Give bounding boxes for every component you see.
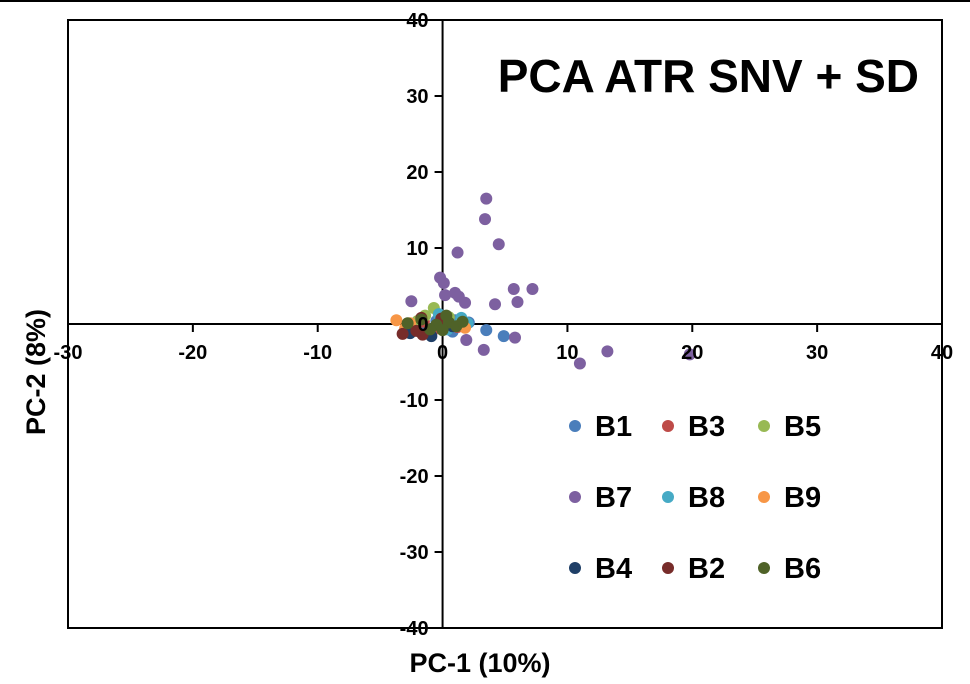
legend-marker <box>758 562 770 574</box>
x-tick-label: -10 <box>303 342 332 364</box>
y-tick-label: 0 <box>417 314 428 336</box>
y-axis-title: PC-2 (8%) <box>21 309 51 435</box>
points-layer <box>390 192 696 370</box>
x-tick-label: -30 <box>54 342 83 364</box>
legend-item-b8: B8 <box>662 482 725 514</box>
legend-label: B2 <box>688 553 725 585</box>
data-point <box>492 238 505 251</box>
legend-label: B4 <box>595 553 632 585</box>
legend-item-b6: B6 <box>758 553 821 585</box>
legend-marker <box>662 491 674 503</box>
y-tick-label: 30 <box>406 86 428 108</box>
legend-label: B8 <box>688 482 725 514</box>
data-point <box>401 317 414 330</box>
legend-item-b7: B7 <box>569 482 632 514</box>
data-point <box>601 345 614 358</box>
data-point <box>436 324 449 337</box>
x-tick-label: 10 <box>556 342 578 364</box>
legend-item-b1: B1 <box>569 411 632 443</box>
y-tick-label: -40 <box>400 618 429 640</box>
legend: B1 B3 B5 B7 B8 B9 B4 B2 B6 <box>569 411 821 585</box>
legend-marker <box>758 420 770 432</box>
y-tick-label: -20 <box>400 466 429 488</box>
x-axis-title: PC-1 (10%) <box>409 648 550 678</box>
data-point <box>456 315 469 328</box>
legend-marker <box>569 491 581 503</box>
tick-labels-layer: -30 -20 -10 0 10 20 30 40 -40 -30 -20 -10 10 20 30 40 0 <box>54 10 954 640</box>
legend-label: B5 <box>784 411 821 443</box>
data-point <box>507 283 520 296</box>
data-point <box>526 283 539 296</box>
y-tick-label: -10 <box>400 390 429 412</box>
y-tick-label: -30 <box>400 542 429 564</box>
top-border-rule <box>0 0 970 2</box>
data-point <box>479 213 492 226</box>
data-point <box>511 295 524 308</box>
axes-layer <box>67 19 943 629</box>
legend-marker <box>569 420 581 432</box>
data-point <box>437 276 450 289</box>
data-point <box>489 298 502 311</box>
data-point <box>508 331 521 344</box>
legend-marker <box>758 491 770 503</box>
data-point <box>440 309 453 322</box>
legend-item-b9: B9 <box>758 482 821 514</box>
data-point <box>451 246 464 259</box>
legend-item-b2: B2 <box>662 553 725 585</box>
data-point <box>573 357 586 370</box>
legend-label: B1 <box>595 411 632 443</box>
data-point <box>683 348 696 361</box>
legend-item-b5: B5 <box>758 411 821 443</box>
x-tick-label: -20 <box>178 342 207 364</box>
legend-item-b4: B4 <box>569 553 632 585</box>
legend-label: B7 <box>595 482 632 514</box>
data-point <box>480 192 493 205</box>
legend-marker <box>662 420 674 432</box>
data-point <box>459 296 472 309</box>
x-tick-label: 30 <box>806 342 828 364</box>
y-tick-label: 10 <box>406 238 428 260</box>
data-point <box>424 323 437 336</box>
x-tick-label: 0 <box>437 342 448 364</box>
x-tick-label: 40 <box>931 342 953 364</box>
data-point <box>460 333 473 346</box>
y-tick-label: 20 <box>406 162 428 184</box>
data-point <box>497 330 510 343</box>
legend-label: B3 <box>688 411 725 443</box>
series-b6 <box>401 309 469 337</box>
x-tick-label: 20 <box>681 342 703 364</box>
data-point <box>439 289 452 302</box>
legend-marker <box>569 562 581 574</box>
data-point <box>477 343 490 356</box>
data-point <box>396 327 409 340</box>
legend-label: B9 <box>784 482 821 514</box>
data-point <box>480 324 493 337</box>
data-point <box>405 295 418 308</box>
data-point <box>410 324 423 337</box>
legend-item-b3: B3 <box>662 411 725 443</box>
legend-label: B6 <box>784 553 821 585</box>
legend-marker <box>662 562 674 574</box>
data-point <box>415 313 428 326</box>
chart-title: PCA ATR SNV + SD <box>498 50 919 102</box>
series-b7 <box>405 192 696 370</box>
y-tick-label: 40 <box>406 10 428 32</box>
data-point <box>390 314 403 327</box>
